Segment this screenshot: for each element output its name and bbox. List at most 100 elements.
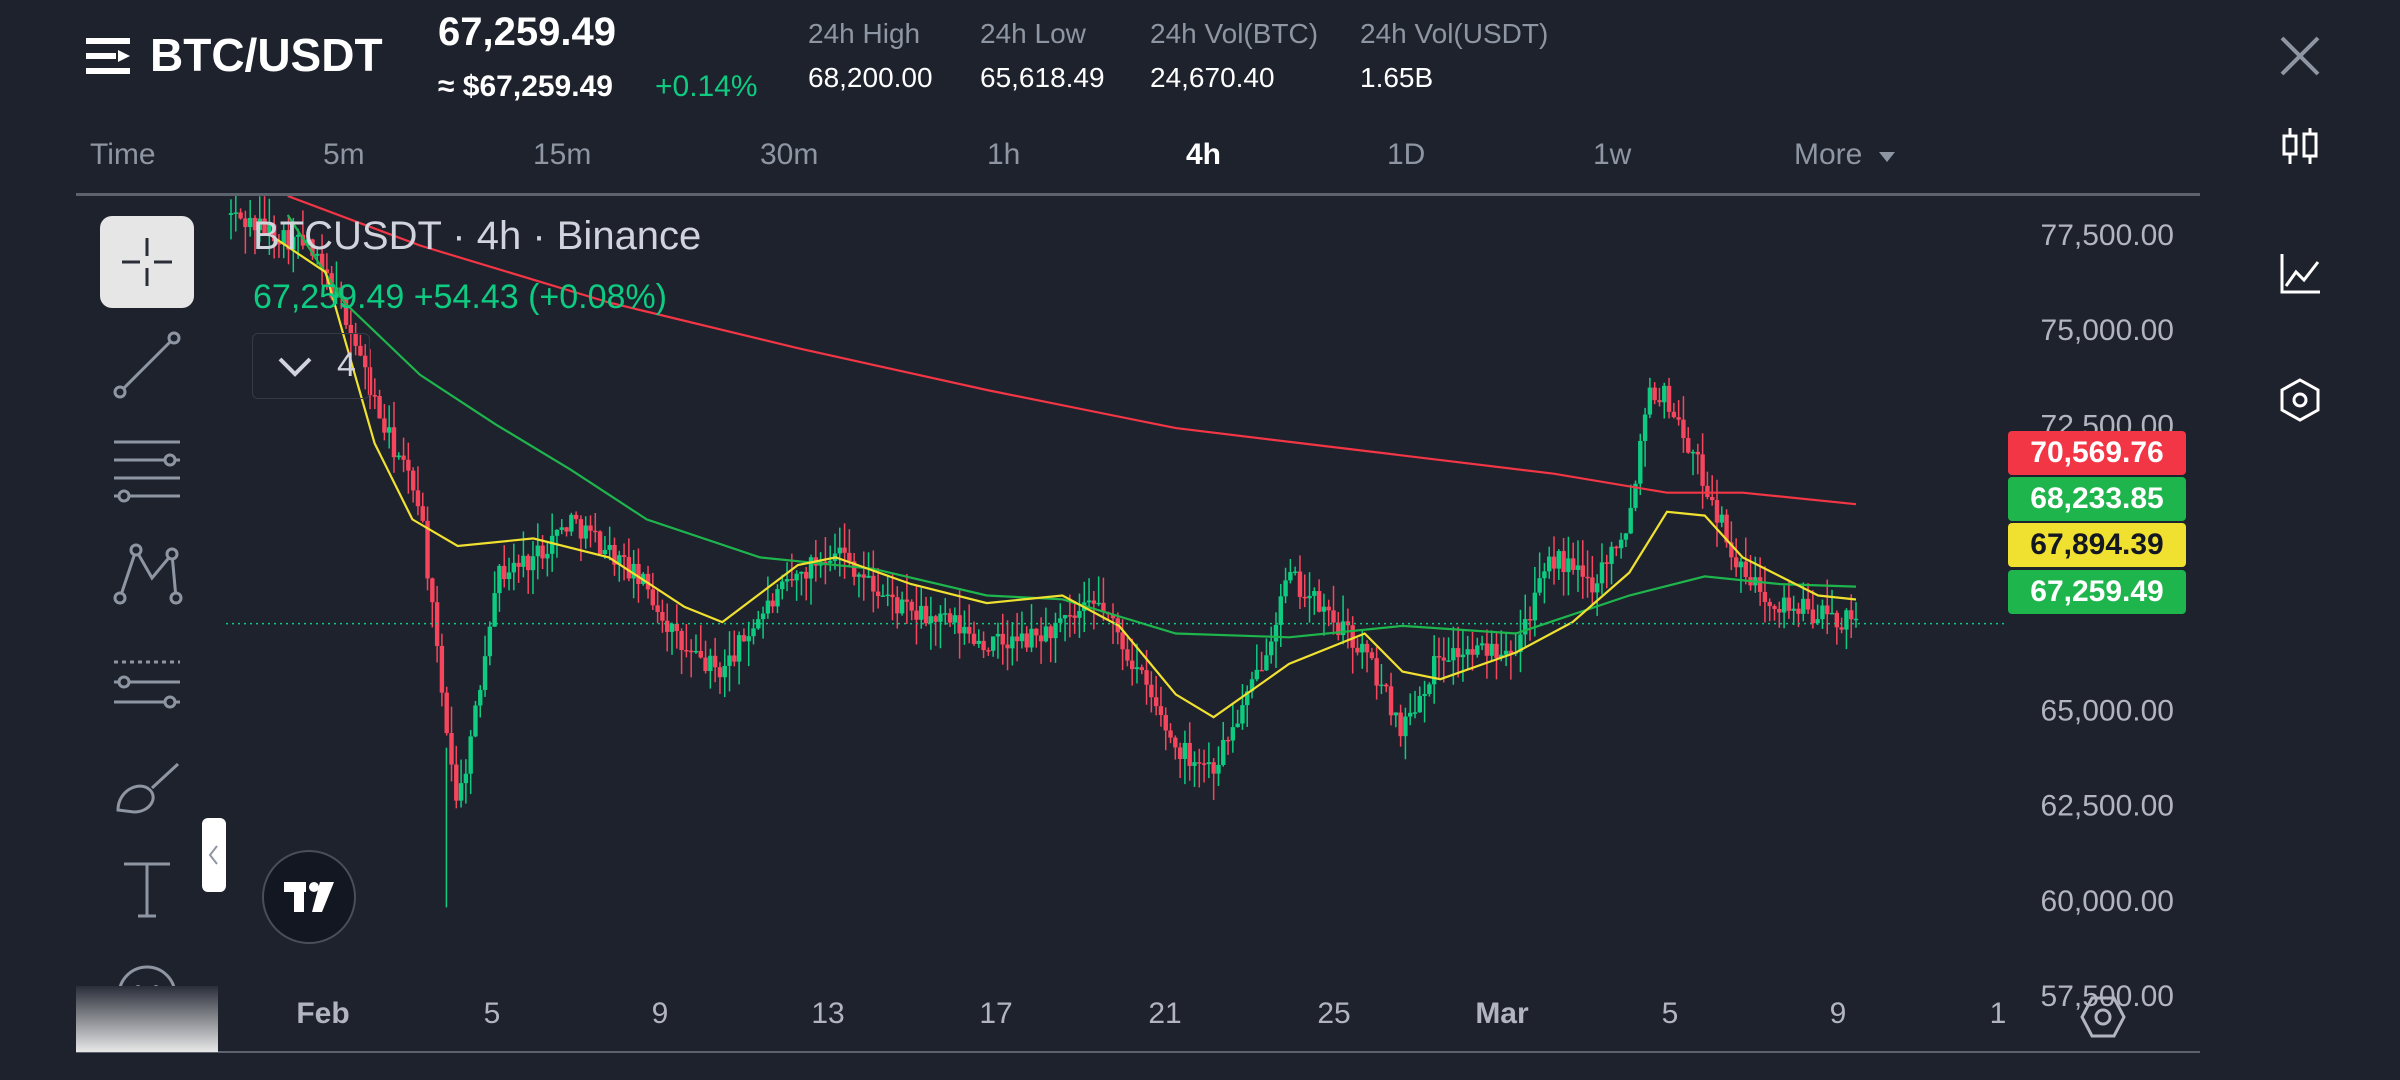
candle-body (1249, 679, 1255, 692)
candle-body (617, 555, 622, 565)
candle-body (295, 234, 301, 237)
candle-body (1427, 684, 1432, 694)
tab-5m[interactable]: 5m (323, 138, 365, 171)
candle-body (981, 640, 986, 651)
trend-line-icon[interactable] (110, 328, 184, 402)
candle-body (1360, 643, 1365, 653)
price-chart[interactable]: 77,500.0075,000.0072,500.0065,000.0062,5… (76, 196, 2200, 1052)
candle-body (1182, 742, 1188, 759)
tab-more-label: More (1794, 138, 1863, 171)
y-tick-label: 60,000.00 (2041, 885, 2174, 918)
text-icon[interactable] (110, 852, 184, 926)
candle-body (995, 633, 1001, 637)
candle-body (712, 655, 718, 668)
candle-body (1187, 742, 1192, 766)
candle-body (1815, 619, 1820, 624)
candle-body (1067, 615, 1073, 617)
tab-1h[interactable]: 1h (987, 138, 1021, 171)
candle-body (372, 395, 378, 397)
candle-body (1791, 608, 1796, 611)
candle-body (1709, 496, 1715, 501)
indicators-icon[interactable] (2276, 250, 2324, 298)
fib-retracement-icon[interactable] (110, 432, 184, 506)
candle-body (727, 655, 732, 666)
candle-body (319, 253, 325, 270)
stat-low-label: 24h Low (980, 18, 1086, 49)
tab-15m[interactable]: 15m (533, 138, 592, 171)
candle-body (545, 553, 550, 559)
collapse-toolbar-button[interactable] (202, 818, 226, 892)
candle-body (1264, 655, 1269, 671)
y-tick-label: 77,500.00 (2041, 219, 2174, 252)
candle-body (291, 236, 296, 250)
crosshair-button[interactable] (100, 216, 194, 308)
candle-body (1566, 558, 1571, 573)
tab-30m[interactable]: 30m (760, 138, 819, 171)
candle-body (430, 578, 435, 603)
candle-body (875, 591, 881, 597)
candle-body (688, 650, 694, 653)
candle-body (1398, 712, 1403, 737)
candle-body (420, 506, 425, 521)
indicators-toggle[interactable]: 4 (252, 333, 370, 399)
candle-body (1173, 737, 1178, 748)
candle-body (794, 573, 799, 581)
tab-1d[interactable]: 1D (1387, 138, 1426, 171)
candle-body (1633, 483, 1638, 508)
candle-body (267, 224, 272, 234)
candle-body (1570, 558, 1576, 570)
candle-body (856, 574, 862, 577)
chart-bottom-divider (76, 1051, 2200, 1053)
candle-body (1537, 578, 1542, 593)
candle-body (693, 650, 699, 653)
candle-body (516, 562, 521, 567)
stat-volbtc-label: 24h Vol(BTC) (1150, 18, 1319, 49)
projection-icon[interactable] (110, 642, 184, 716)
candle-body (1120, 632, 1125, 650)
candle-body (837, 547, 842, 554)
tab-more[interactable]: More (1794, 138, 1897, 172)
candle-body (799, 571, 804, 574)
candle-body (1029, 628, 1034, 648)
candle-body (1700, 454, 1705, 486)
candle-body (1489, 643, 1494, 656)
candle-body (760, 613, 766, 620)
candle-body (482, 656, 488, 690)
tab-time[interactable]: Time (90, 138, 156, 171)
tab-4h[interactable]: 4h (1186, 138, 1222, 171)
pair-title[interactable]: BTC/USDT (150, 29, 383, 81)
candle-body (1168, 730, 1173, 738)
candle-body (1475, 645, 1480, 655)
brush-icon[interactable] (110, 750, 184, 824)
stat-volusdt-value: 1.65B (1360, 62, 1434, 93)
candle-body (1532, 592, 1538, 621)
x-tick-label: Mar (1475, 997, 1529, 1030)
tradingview-logo[interactable] (262, 850, 356, 944)
candle-body (415, 490, 421, 507)
chevron-down-icon (278, 357, 312, 377)
pattern-icon[interactable] (110, 536, 184, 610)
candle-body (363, 355, 368, 368)
menu-icon[interactable] (86, 36, 132, 76)
candle-body (559, 527, 564, 530)
candle-body (454, 764, 459, 801)
chart-settings-icon[interactable] (2080, 994, 2126, 1040)
candle-body (1599, 562, 1605, 584)
close-icon[interactable] (2278, 34, 2322, 78)
x-tick-label: 25 (1317, 997, 1350, 1030)
candle-body (233, 212, 238, 214)
candle-body (1844, 610, 1849, 630)
candle-body (1403, 716, 1408, 737)
candle-body (1149, 684, 1154, 698)
price-usd: ≈ $67,259.49 (438, 70, 613, 103)
tab-1w[interactable]: 1w (1593, 138, 1632, 171)
candle-body (1259, 669, 1264, 672)
candle-body (650, 589, 656, 606)
candlestick-icon[interactable] (2276, 122, 2324, 170)
candle-body (521, 555, 526, 567)
hexagon-settings-icon[interactable] (2276, 376, 2324, 424)
candle-body (1177, 747, 1183, 759)
candle-body (1077, 610, 1082, 618)
last-price-tag: 67,259.49 (2008, 570, 2186, 614)
candle-body (1853, 618, 1859, 621)
